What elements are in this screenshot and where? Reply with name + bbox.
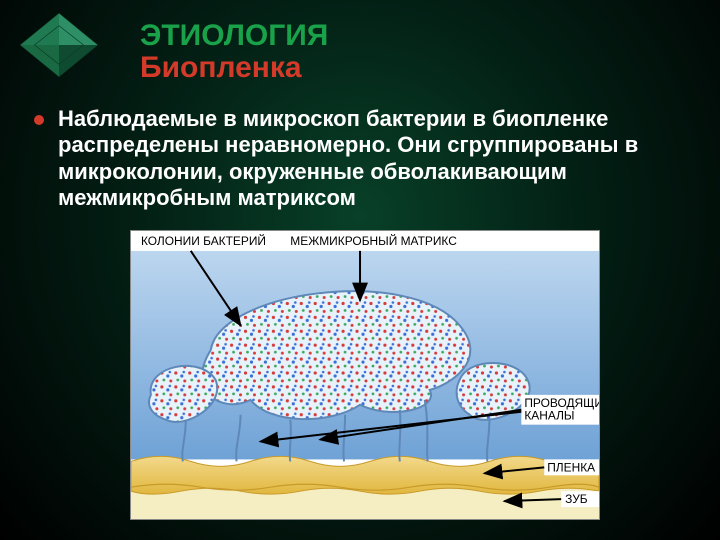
biofilm-figure: КОЛОНИИ БАКТЕРИЙ МЕЖМИКРОБНЫЙ МАТРИКС ПР… [130, 230, 600, 520]
body-text: Наблюдаемые в микроскоп бактерии в биопл… [58, 106, 690, 212]
title-block: ЭТИОЛОГИЯ Биопленка [140, 20, 328, 83]
gem-icon [14, 10, 104, 80]
title-line2: Биопленка [140, 52, 328, 84]
bullet-row: Наблюдаемые в микроскоп бактерии в биопл… [34, 106, 690, 212]
label-film: ПЛЕНКА [547, 460, 595, 474]
slide: ЭТИОЛОГИЯ Биопленка Наблюдаемые в микрос… [0, 0, 720, 540]
label-tooth: ЗУБ [565, 492, 588, 506]
label-colonies: КОЛОНИИ БАКТЕРИЙ [141, 233, 266, 248]
title-line1: ЭТИОЛОГИЯ [140, 20, 328, 52]
label-matrix: МЕЖМИКРОБНЫЙ МАТРИКС [290, 233, 457, 248]
bullet-dot-icon [34, 115, 44, 125]
